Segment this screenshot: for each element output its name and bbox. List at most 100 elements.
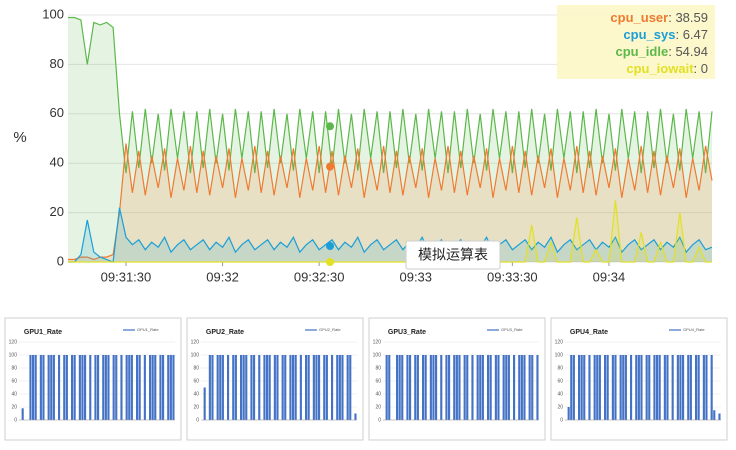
bar — [518, 355, 521, 420]
legend-box — [557, 5, 715, 79]
legend-entry: GPU4_Rate — [683, 327, 705, 332]
bar — [401, 355, 404, 420]
bar — [162, 355, 165, 420]
bar — [276, 355, 279, 420]
y-tick-label: 100 — [191, 352, 200, 358]
area-shading — [68, 207, 712, 262]
legend-entry: cpu_iowait: 0 — [626, 61, 708, 76]
y-tick-label: 20 — [557, 404, 563, 410]
x-tick-label: 09:33 — [399, 269, 432, 284]
bar — [234, 355, 237, 420]
bar — [245, 355, 248, 420]
y-tick-label: 0 — [14, 417, 17, 423]
bar — [435, 355, 438, 420]
tooltip-text: 模拟运算表 — [418, 247, 488, 263]
series-line — [68, 207, 713, 263]
y-tick-label: 40 — [557, 391, 563, 397]
y-tick-label: 20 — [375, 404, 381, 410]
bar — [666, 355, 669, 420]
bar — [154, 355, 157, 420]
bar — [172, 355, 175, 420]
bar — [567, 407, 570, 420]
series-line — [68, 143, 713, 261]
bar — [596, 355, 599, 420]
bar — [455, 355, 458, 420]
panel-title: GPU4_Rate — [570, 329, 608, 336]
bar — [424, 355, 427, 420]
bar — [307, 355, 310, 420]
bar — [312, 355, 315, 420]
bar — [242, 355, 245, 420]
series-line — [68, 200, 712, 263]
bar — [73, 355, 76, 420]
bar — [268, 355, 271, 420]
bar — [227, 355, 230, 420]
bar — [34, 355, 37, 420]
bar — [687, 355, 690, 420]
area-shading — [68, 200, 712, 262]
bar — [705, 355, 708, 420]
bar — [414, 355, 417, 420]
bar — [240, 355, 243, 420]
y-tick-label: 100 — [42, 6, 64, 21]
y-tick-label: 60 — [11, 378, 17, 384]
bar — [149, 355, 152, 420]
hover-dot — [326, 122, 334, 131]
bar — [221, 355, 224, 420]
bar — [513, 355, 516, 420]
legend-entry: cpu_idle: 54.94 — [615, 44, 708, 59]
bar — [281, 355, 284, 420]
bar — [528, 355, 531, 420]
y-tick-label: 40 — [50, 155, 64, 170]
bar — [458, 355, 461, 420]
bar — [346, 355, 349, 420]
bar — [216, 355, 219, 420]
y-tick-label: 120 — [9, 339, 18, 345]
bar — [497, 355, 500, 420]
bar — [42, 355, 45, 420]
bar — [520, 355, 523, 420]
y-tick-label: 80 — [193, 365, 199, 371]
legend-name: cpu_sys — [623, 27, 675, 42]
bar — [250, 355, 253, 420]
bar — [658, 355, 661, 420]
y-tick-label: 20 — [50, 204, 64, 219]
bar — [29, 355, 32, 420]
legend-entry: GPU2_Rate — [319, 327, 341, 332]
bar — [50, 355, 53, 420]
y-tick-label: 40 — [375, 391, 381, 397]
bar — [52, 355, 55, 420]
bar — [676, 355, 679, 420]
bar — [292, 355, 295, 420]
series-line — [68, 16, 713, 174]
legend-entry: GPU3_Rate — [501, 327, 523, 332]
bar — [331, 355, 334, 420]
legend-separator: : — [694, 61, 701, 76]
bar — [619, 355, 622, 420]
bar — [208, 355, 211, 420]
legend-separator: : — [675, 27, 682, 42]
bar — [622, 355, 625, 420]
bar — [294, 355, 297, 420]
bar — [107, 355, 110, 420]
bar — [341, 355, 344, 420]
bar — [289, 355, 292, 420]
bar — [409, 355, 412, 420]
y-tick-label: 100 — [373, 352, 382, 358]
bar — [710, 355, 713, 420]
bar — [89, 355, 92, 420]
bar — [284, 355, 287, 420]
bar — [385, 355, 388, 420]
bar — [637, 355, 640, 420]
bar — [697, 355, 700, 420]
bar — [130, 355, 133, 420]
bar — [630, 355, 633, 420]
bar — [266, 355, 269, 420]
bar — [445, 355, 448, 420]
bar — [432, 355, 435, 420]
legend-name: cpu_iowait — [626, 61, 694, 76]
bar — [611, 355, 614, 420]
bar — [448, 355, 451, 420]
bar — [624, 355, 627, 420]
